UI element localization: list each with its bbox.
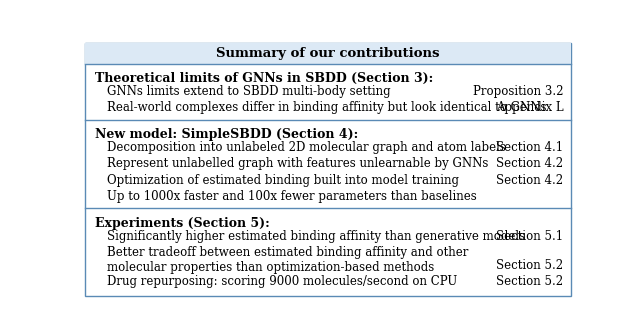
Text: Proposition 3.2: Proposition 3.2 [473,85,564,98]
Text: Represent unlabelled graph with features unlearnable by GNNs: Represent unlabelled graph with features… [108,157,489,170]
Text: Up to 1000x faster and 100x fewer parameters than baselines: Up to 1000x faster and 100x fewer parame… [108,190,477,203]
Text: Appendix L: Appendix L [496,101,564,114]
Text: New model: SimpleSBDD (Section 4):: New model: SimpleSBDD (Section 4): [95,128,358,141]
Text: Real-world complexes differ in binding affinity but look identical to GNNs: Real-world complexes differ in binding a… [108,101,547,114]
Text: Section 4.1: Section 4.1 [497,141,564,154]
Text: Section 4.2: Section 4.2 [497,174,564,187]
Text: Section 4.2: Section 4.2 [497,157,564,170]
Text: Optimization of estimated binding built into model training: Optimization of estimated binding built … [108,174,460,187]
Text: Section 5.2: Section 5.2 [497,276,564,288]
Text: Decomposition into unlabeled 2D molecular graph and atom labels: Decomposition into unlabeled 2D molecula… [108,141,506,154]
Text: Section 5.1: Section 5.1 [497,230,564,243]
Bar [85,43,571,64]
Text: Section 5.2: Section 5.2 [497,259,564,272]
Text: GNNs limits extend to SBDD multi-body setting: GNNs limits extend to SBDD multi-body se… [108,85,391,98]
Text: Theoretical limits of GNNs in SBDD (Section 3):: Theoretical limits of GNNs in SBDD (Sect… [95,72,433,85]
Text: Significantly higher estimated binding affinity than generative models: Significantly higher estimated binding a… [108,230,525,243]
Text: Better tradeoff between estimated binding affinity and other
molecular propertie: Better tradeoff between estimated bindin… [108,246,468,274]
Text: Experiments (Section 5):: Experiments (Section 5): [95,217,269,230]
Text: Summary of our contributions: Summary of our contributions [216,47,440,60]
Text: Drug repurposing: scoring 9000 molecules/second on CPU: Drug repurposing: scoring 9000 molecules… [108,276,458,288]
